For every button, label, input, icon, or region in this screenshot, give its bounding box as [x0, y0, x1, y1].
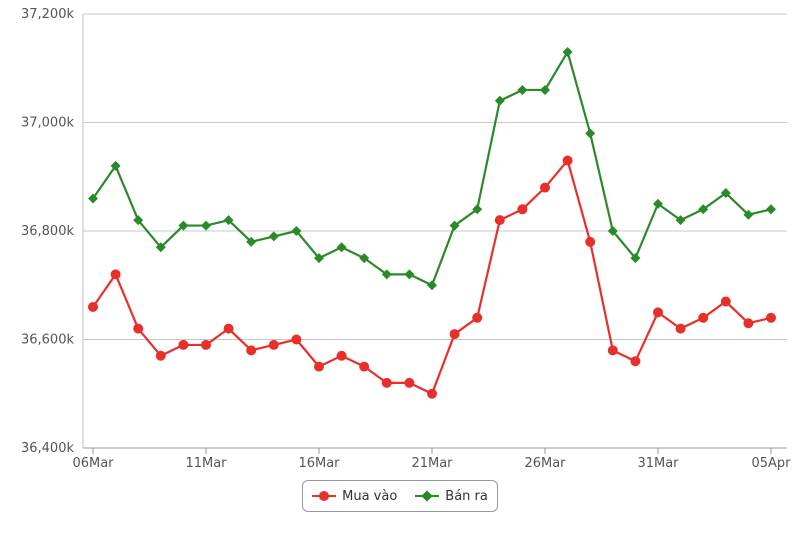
circle-marker-icon — [312, 490, 337, 502]
legend-label-mua-vao: Mua vào — [342, 488, 398, 504]
data-point-mua-vao — [562, 155, 573, 166]
data-point-mua-vao — [314, 361, 324, 372]
data-point-mua-vao — [246, 345, 257, 356]
data-point-mua-vao — [607, 345, 618, 356]
data-point-ban-ra — [133, 215, 144, 226]
data-point-mua-vao — [472, 312, 483, 323]
series-line-mua-vao — [92, 159, 772, 395]
data-point-ban-ra — [494, 95, 505, 106]
data-point-mua-vao — [155, 350, 166, 361]
data-point-mua-vao — [268, 339, 279, 350]
data-point-ban-ra — [427, 280, 437, 291]
legend: Mua vào Bán ra — [302, 480, 498, 512]
data-point-mua-vao — [698, 312, 709, 323]
y-tick-label: 36,400k — [21, 441, 74, 456]
data-point-ban-ra — [201, 220, 211, 231]
data-point-mua-vao — [88, 301, 98, 312]
data-point-ban-ra — [336, 242, 347, 253]
y-tick-label: 36,800k — [21, 224, 74, 239]
data-point-ban-ra — [88, 193, 98, 204]
data-point-ban-ra — [766, 204, 776, 215]
data-point-mua-vao — [404, 377, 415, 388]
data-point-ban-ra — [223, 215, 234, 226]
x-tick-label: 11Mar — [185, 456, 227, 471]
data-point-mua-vao — [675, 323, 686, 334]
data-point-ban-ra — [381, 269, 392, 280]
x-tick-label: 21Mar — [411, 456, 453, 471]
x-tick-label: 26Mar — [524, 456, 566, 471]
data-point-ban-ra — [359, 253, 370, 264]
data-point-mua-vao — [630, 356, 641, 367]
data-point-ban-ra — [720, 188, 731, 199]
data-point-ban-ra — [517, 84, 528, 95]
data-point-ban-ra — [540, 84, 550, 95]
data-point-ban-ra — [449, 220, 460, 231]
y-tick-label: 36,600k — [21, 333, 74, 348]
data-point-ban-ra — [246, 236, 257, 247]
data-point-ban-ra — [743, 209, 754, 220]
data-point-mua-vao — [517, 204, 528, 215]
data-point-ban-ra — [698, 204, 709, 215]
axes — [82, 14, 787, 449]
data-point-mua-vao — [585, 236, 596, 247]
data-point-ban-ra — [178, 220, 189, 231]
data-point-mua-vao — [720, 296, 731, 307]
data-point-ban-ra — [268, 231, 279, 242]
data-point-mua-vao — [336, 350, 347, 361]
x-axis-ticks: 06Mar 11Mar 16Mar 21Mar 26Mar 31Mar 05Apr — [72, 448, 791, 471]
data-point-ban-ra — [291, 226, 302, 236]
y-axis-ticks: 36,400k 36,600k 36,800k 37,000k 37,200k — [21, 7, 74, 456]
data-point-ban-ra — [110, 160, 121, 171]
y-tick-label: 37,200k — [21, 7, 74, 22]
data-point-ban-ra — [675, 215, 686, 226]
data-point-mua-vao — [743, 318, 754, 329]
data-point-ban-ra — [653, 198, 663, 209]
data-point-mua-vao — [494, 215, 505, 226]
series-line-ban-ra — [92, 50, 772, 287]
data-point-mua-vao — [766, 312, 776, 323]
diamond-marker-icon — [415, 490, 440, 502]
data-point-mua-vao — [291, 334, 302, 345]
data-point-mua-vao — [653, 307, 663, 318]
data-point-ban-ra — [585, 128, 596, 139]
data-point-mua-vao — [201, 339, 211, 350]
data-point-mua-vao — [133, 323, 144, 334]
data-point-ban-ra — [155, 242, 166, 253]
data-point-ban-ra — [562, 46, 573, 57]
data-point-ban-ra — [314, 253, 324, 264]
legend-label-ban-ra: Bán ra — [445, 488, 488, 504]
x-tick-label: 05Apr — [751, 456, 791, 471]
data-point-ban-ra — [607, 226, 618, 236]
data-point-mua-vao — [449, 329, 460, 340]
data-point-ban-ra — [630, 253, 641, 264]
data-point-mua-vao — [223, 323, 234, 334]
data-point-mua-vao — [110, 269, 121, 280]
data-point-ban-ra — [472, 204, 483, 215]
y-tick-label: 37,000k — [21, 116, 74, 131]
x-tick-label: 31Mar — [637, 456, 679, 471]
data-point-mua-vao — [381, 377, 392, 388]
x-tick-label: 16Mar — [298, 456, 340, 471]
data-point-mua-vao — [178, 339, 189, 350]
series-group — [88, 46, 776, 399]
legend-item-mua-vao[interactable]: Mua vào — [312, 489, 397, 504]
legend-item-ban-ra[interactable]: Bán ra — [415, 489, 488, 504]
data-point-mua-vao — [427, 388, 437, 399]
x-tick-label: 06Mar — [72, 456, 114, 471]
data-point-mua-vao — [359, 361, 370, 372]
data-point-ban-ra — [404, 269, 415, 280]
data-point-mua-vao — [540, 182, 550, 193]
